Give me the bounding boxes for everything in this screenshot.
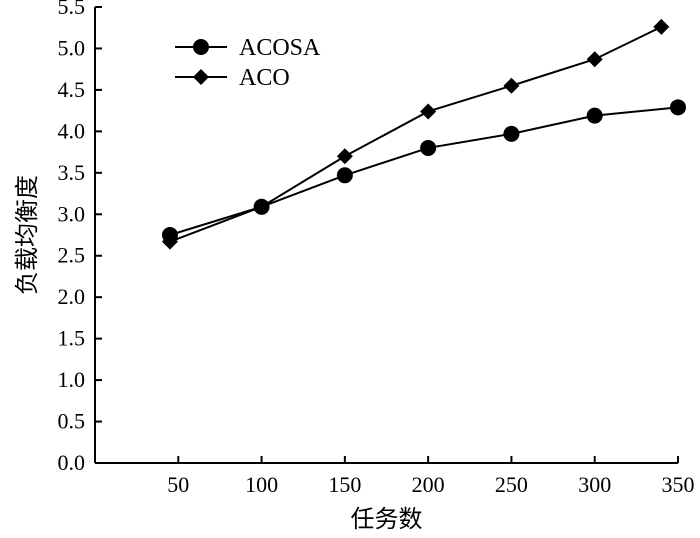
- y-tick-label: 2.0: [58, 284, 86, 309]
- y-tick-label: 4.5: [58, 77, 86, 102]
- data-point-acosa: [503, 125, 520, 142]
- y-tick-label: 3.5: [58, 160, 86, 185]
- data-point-acosa: [670, 99, 686, 116]
- data-point-aco: [161, 233, 178, 250]
- series-acosa: [161, 99, 686, 243]
- data-point-acosa: [420, 139, 437, 156]
- series-line-acosa: [169, 106, 679, 236]
- legend-marker-aco: [193, 69, 209, 85]
- legend-marker-acosa: [193, 39, 209, 55]
- y-tick-label: 5.0: [58, 35, 86, 60]
- data-point-aco: [420, 103, 437, 120]
- series-aco: [161, 18, 670, 250]
- y-tick-label: 1.5: [58, 326, 86, 351]
- x-tick-label: 150: [328, 472, 361, 497]
- y-tick-label: 1.0: [58, 367, 86, 392]
- x-axis-title: 任务数: [351, 506, 423, 533]
- legend: ACOSA ACO: [175, 35, 321, 91]
- x-tick-label: 300: [578, 472, 611, 497]
- data-point-aco: [336, 148, 353, 165]
- legend-item-acosa: ACOSA: [175, 35, 321, 61]
- y-tick-label: 3.0: [58, 201, 86, 226]
- y-tick-label: 4.0: [58, 118, 86, 143]
- x-tick-label: 100: [245, 472, 278, 497]
- y-tick-label: 2.5: [58, 243, 86, 268]
- data-point-aco: [653, 18, 670, 35]
- data-point-acosa: [336, 167, 353, 184]
- y-tick-label: 5.5: [58, 0, 86, 19]
- y-tick-label: 0.0: [58, 450, 86, 475]
- y-axis-title: 负载均衡度: [14, 175, 41, 295]
- x-tick-label: 250: [495, 472, 528, 497]
- x-tick-label: 200: [412, 472, 445, 497]
- data-point-acosa: [586, 107, 603, 124]
- legend-item-aco: ACO: [175, 65, 290, 91]
- data-point-aco: [586, 51, 603, 68]
- legend-label-aco: ACO: [239, 65, 290, 91]
- data-point-aco: [253, 198, 270, 215]
- legend-label-acosa: ACOSA: [239, 35, 321, 61]
- data-point-aco: [503, 77, 520, 94]
- x-tick-label: 350: [662, 472, 695, 497]
- plot-area: [161, 18, 686, 250]
- axes: 0.0 0.5 1.0 1.5 2.0 2.5 3.0 3.5 4.0 4.5 5.0 5.5 50 10…: [58, 0, 695, 497]
- y-tick-label: 0.5: [58, 409, 86, 434]
- x-tick-label: 50: [167, 472, 189, 497]
